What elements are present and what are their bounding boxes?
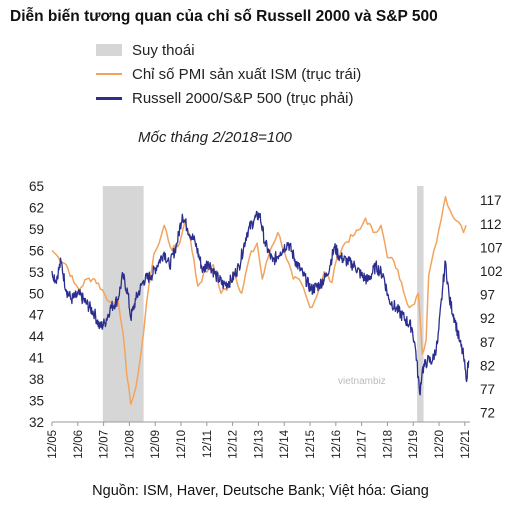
x-tick-label: 12/08 xyxy=(124,430,136,459)
left-tick-label: 44 xyxy=(29,329,45,344)
russell-swatch xyxy=(96,96,122,100)
recession-swatch xyxy=(96,44,122,56)
legend-item-recession: Suy thoái xyxy=(96,38,361,62)
right-tick-label: 112 xyxy=(480,217,502,232)
left-tick-label: 38 xyxy=(29,372,44,387)
right-tick-label: 82 xyxy=(480,358,495,373)
x-tick-label: 12/07 xyxy=(99,430,111,459)
x-tick-label: 12/10 xyxy=(176,430,188,459)
right-tick-label: 102 xyxy=(480,264,503,279)
legend-label-recession: Suy thoái xyxy=(132,41,195,59)
x-tick-label: 12/15 xyxy=(305,430,317,459)
left-tick-label: 59 xyxy=(29,222,44,237)
x-tick-label: 12/21 xyxy=(460,430,472,459)
legend-item-russell: Russell 2000/S&P 500 (trục phải) xyxy=(96,86,361,110)
x-tick-label: 12/16 xyxy=(331,430,343,459)
baseline-note: Mốc tháng 2/2018=100 xyxy=(138,129,292,146)
x-tick-label: 12/12 xyxy=(228,430,240,459)
x-tick-label: 12/19 xyxy=(408,430,420,459)
right-tick-label: 97 xyxy=(480,288,495,303)
left-tick-label: 62 xyxy=(29,200,44,215)
source-note: Nguồn: ISM, Haver, Deutsche Bank; Việt h… xyxy=(92,483,429,499)
x-tick-label: 12/09 xyxy=(150,430,162,459)
pmi-series-line xyxy=(51,195,467,405)
right-tick-label: 77 xyxy=(480,382,495,397)
left-tick-label: 35 xyxy=(29,394,44,409)
right-tick-label: 107 xyxy=(480,240,503,255)
left-tick-label: 56 xyxy=(29,243,44,258)
x-tick-label: 12/05 xyxy=(47,430,59,459)
pmi-swatch xyxy=(96,73,122,75)
watermark: vietnambiz xyxy=(338,376,386,387)
x-tick-label: 12/06 xyxy=(73,430,85,459)
x-tick-label: 12/20 xyxy=(434,430,446,459)
recession-band-1 xyxy=(102,186,144,422)
axes: 65 62 59 56 53 50 47 44 41 38 35 32 117 112 107 102 97 92… xyxy=(29,179,503,459)
right-tick-label: 87 xyxy=(480,335,495,350)
x-tick-label: 12/13 xyxy=(253,430,265,459)
left-tick-label: 53 xyxy=(29,265,44,280)
series-lines xyxy=(51,195,470,405)
recession-band-2 xyxy=(417,186,424,422)
right-tick-label: 72 xyxy=(480,406,495,421)
left-tick-label: 47 xyxy=(29,308,44,323)
russell-series-line xyxy=(51,210,470,396)
chart-title: Diễn biến tương quan của chỉ số Russell … xyxy=(10,8,438,25)
left-tick-label: 32 xyxy=(29,415,44,430)
left-tick-label: 41 xyxy=(29,351,44,366)
right-tick-label: 117 xyxy=(480,193,502,208)
legend: Suy thoái Chỉ số PMI sản xuất ISM (trục … xyxy=(96,38,361,110)
x-tick-label: 12/11 xyxy=(202,430,214,458)
x-tick-label: 12/14 xyxy=(279,429,291,458)
left-tick-label: 50 xyxy=(29,286,44,301)
left-tick-label: 65 xyxy=(29,179,44,194)
x-tick-label: 12/17 xyxy=(357,430,369,459)
legend-item-pmi: Chỉ số PMI sản xuất ISM (trục trái) xyxy=(96,62,361,86)
right-tick-label: 92 xyxy=(480,311,495,326)
legend-label-russell: Russell 2000/S&P 500 (trục phải) xyxy=(132,89,354,107)
x-tick-label: 12/18 xyxy=(382,430,394,459)
legend-label-pmi: Chỉ số PMI sản xuất ISM (trục trái) xyxy=(132,65,362,83)
